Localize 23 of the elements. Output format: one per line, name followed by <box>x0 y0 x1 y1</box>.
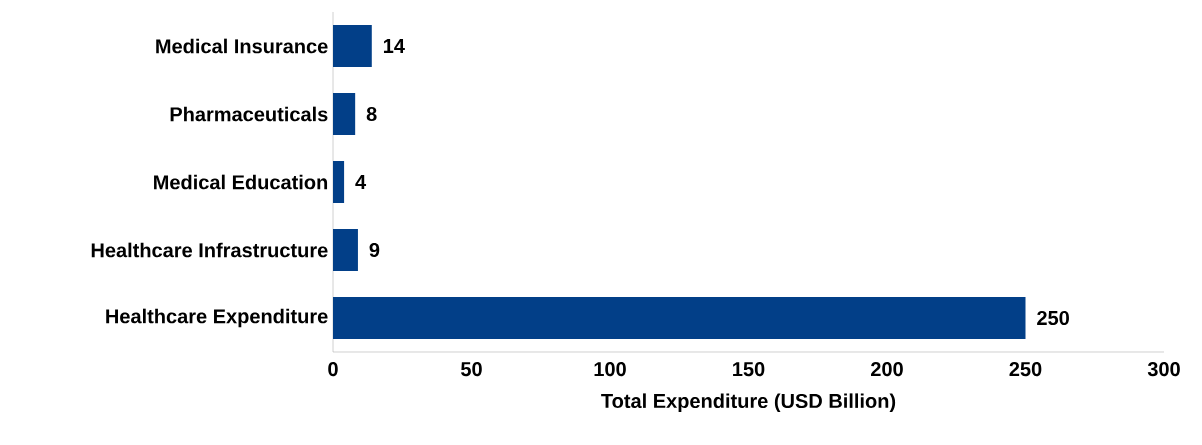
x-tick-label: 0 <box>328 362 338 377</box>
data-label: 4 <box>355 175 367 189</box>
y-tick-label: Medical Education <box>154 174 328 190</box>
bar <box>333 93 356 135</box>
y-tick-label: Pharmaceuticals <box>170 106 328 122</box>
bar <box>333 229 358 271</box>
x-axis-title: Total Expenditure (USD Billion) <box>601 393 896 413</box>
y-tick-label: Healthcare Expenditure <box>106 308 328 328</box>
x-tick-label: 100 <box>594 362 626 377</box>
data-label: 14 <box>383 39 405 53</box>
x-tick-label: 200 <box>871 362 903 377</box>
y-tick-label: Healthcare Infrastructure <box>91 242 328 258</box>
y-tick-label: Medical Insurance <box>156 38 328 54</box>
x-tick-label: 150 <box>733 362 765 377</box>
data-label: 9 <box>369 242 380 258</box>
x-tick-label: 250 <box>1009 362 1042 377</box>
bar <box>333 25 372 67</box>
bar <box>333 160 345 203</box>
x-tick-label: 300 <box>1147 362 1180 377</box>
x-tick-label: 50 <box>460 362 482 377</box>
data-label: 8 <box>366 106 377 122</box>
bar <box>333 296 1026 339</box>
data-label: 250 <box>1037 310 1069 326</box>
